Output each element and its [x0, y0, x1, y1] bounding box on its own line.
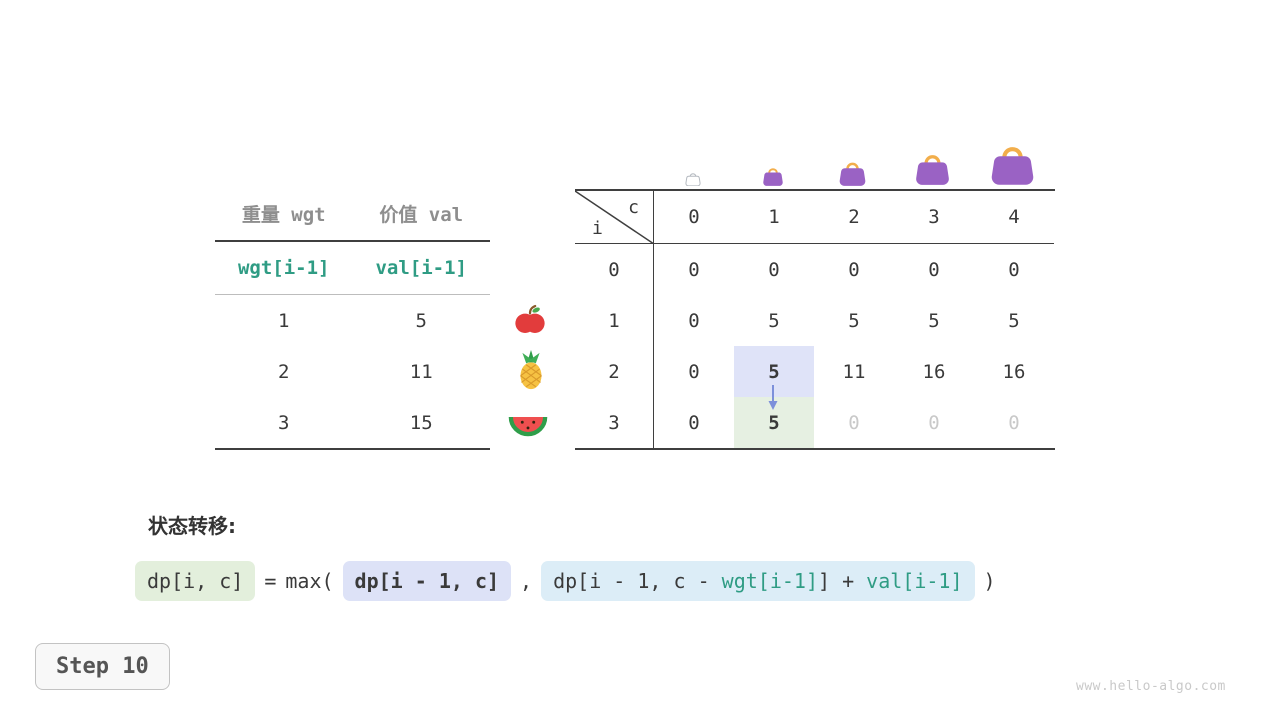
bag-capacity-2-icon: [838, 157, 867, 186]
item-value: 5: [415, 309, 427, 332]
formula-close-paren: ): [983, 569, 996, 593]
formula-option2-val: val[i-1]: [866, 569, 963, 593]
col-header-value: 价值 val: [379, 203, 464, 226]
state-transition-label: 状态转移:: [148, 514, 236, 538]
watermelon-icon: [508, 404, 548, 448]
dp-cell: 0: [688, 411, 700, 434]
col-header-weight: 重量 wgt: [241, 203, 326, 226]
state-transition-formula: dp[i, c] = max( dp[i - 1, c] , dp[i - 1,…: [135, 561, 996, 601]
item-weight: 2: [278, 360, 290, 383]
dp-col-header: 1: [734, 191, 814, 244]
dp-cell: 0: [1008, 411, 1020, 434]
formula-option2-wgt: wgt[i-1]: [721, 569, 818, 593]
dp-col-header: 3: [894, 191, 974, 244]
dp-cell: 0: [688, 309, 700, 332]
dp-table: c i 0 1 2 3 4 0 0 0 0 0 0 1 0 5 5 5 5 2 …: [575, 189, 1055, 450]
val-formula-label: val[i-1]: [375, 257, 467, 279]
formula-comma: ,: [520, 569, 533, 593]
corner-diagonal-line: [575, 191, 654, 244]
formula-option2-mid: ] +: [818, 569, 867, 593]
weight-value-table: 重量 wgt 价值 val wgt[i-1] val[i-1] 1 5 2 11…: [215, 186, 490, 450]
bag-capacity-0-icon: [685, 170, 701, 186]
dp-col-header: 0: [654, 191, 734, 244]
dp-cell: 0: [688, 258, 700, 281]
formula-max-open: max(: [285, 569, 334, 593]
dp-cell: 0: [848, 411, 860, 434]
dp-cell: 0: [768, 258, 780, 281]
step-badge: Step 10: [35, 643, 170, 690]
dp-row-label: 0: [575, 244, 654, 295]
item-row: 1 5: [215, 295, 490, 346]
bag-capacity-1-icon: [762, 164, 784, 186]
dp-cell: 0: [928, 258, 940, 281]
formula-equals: =: [264, 569, 277, 593]
dp-cell: 16: [1002, 360, 1026, 383]
bag-capacity-4-icon: [989, 138, 1036, 185]
item-weight: 1: [278, 309, 290, 332]
divider: [215, 448, 490, 450]
watermark: www.hello-algo.com: [1076, 679, 1226, 694]
dp-row-label: 1: [575, 295, 654, 346]
dp-cell: 0: [1008, 258, 1020, 281]
dp-cell: 0: [688, 360, 700, 383]
dp-col-header: 2: [814, 191, 894, 244]
dp-cell: 0: [928, 411, 940, 434]
wgt-formula-label: wgt[i-1]: [237, 257, 330, 279]
dp-cell: 11: [842, 360, 866, 383]
dp-cell: 16: [922, 360, 946, 383]
formula-option2-chip: dp[i - 1, c - wgt[i-1]] + val[i-1]: [541, 561, 975, 601]
apple-icon: [510, 298, 550, 342]
bag-capacity-3-icon: [914, 148, 951, 185]
dp-cell: 0: [848, 258, 860, 281]
dp-cell: 5: [928, 309, 940, 332]
item-value: 11: [409, 360, 433, 383]
formula-row: wgt[i-1] val[i-1]: [215, 242, 490, 295]
dp-col-axis-label: c: [628, 197, 639, 218]
formula-option1-chip: dp[i - 1, c]: [342, 561, 512, 601]
formula-lhs-chip: dp[i, c]: [135, 561, 256, 601]
dp-cell: 5: [1008, 309, 1020, 332]
item-row: 3 15: [215, 397, 490, 448]
dp-row-label: 3: [575, 397, 654, 448]
dp-cell: 5: [768, 309, 780, 332]
pineapple-icon: [511, 348, 551, 392]
transition-arrow-icon: [766, 384, 780, 412]
dp-cell: 5: [848, 309, 860, 332]
weight-value-header-row: 重量 wgt 价值 val: [215, 186, 490, 242]
item-row: 2 11: [215, 346, 490, 397]
dp-col-header: 4: [974, 191, 1054, 244]
dp-row-axis-label: i: [592, 218, 603, 239]
dp-corner-cell: c i: [575, 191, 654, 244]
item-value: 15: [409, 411, 433, 434]
dp-row-label: 2: [575, 346, 654, 397]
formula-option2-prefix: dp[i - 1, c -: [553, 569, 722, 593]
item-weight: 3: [278, 411, 290, 434]
